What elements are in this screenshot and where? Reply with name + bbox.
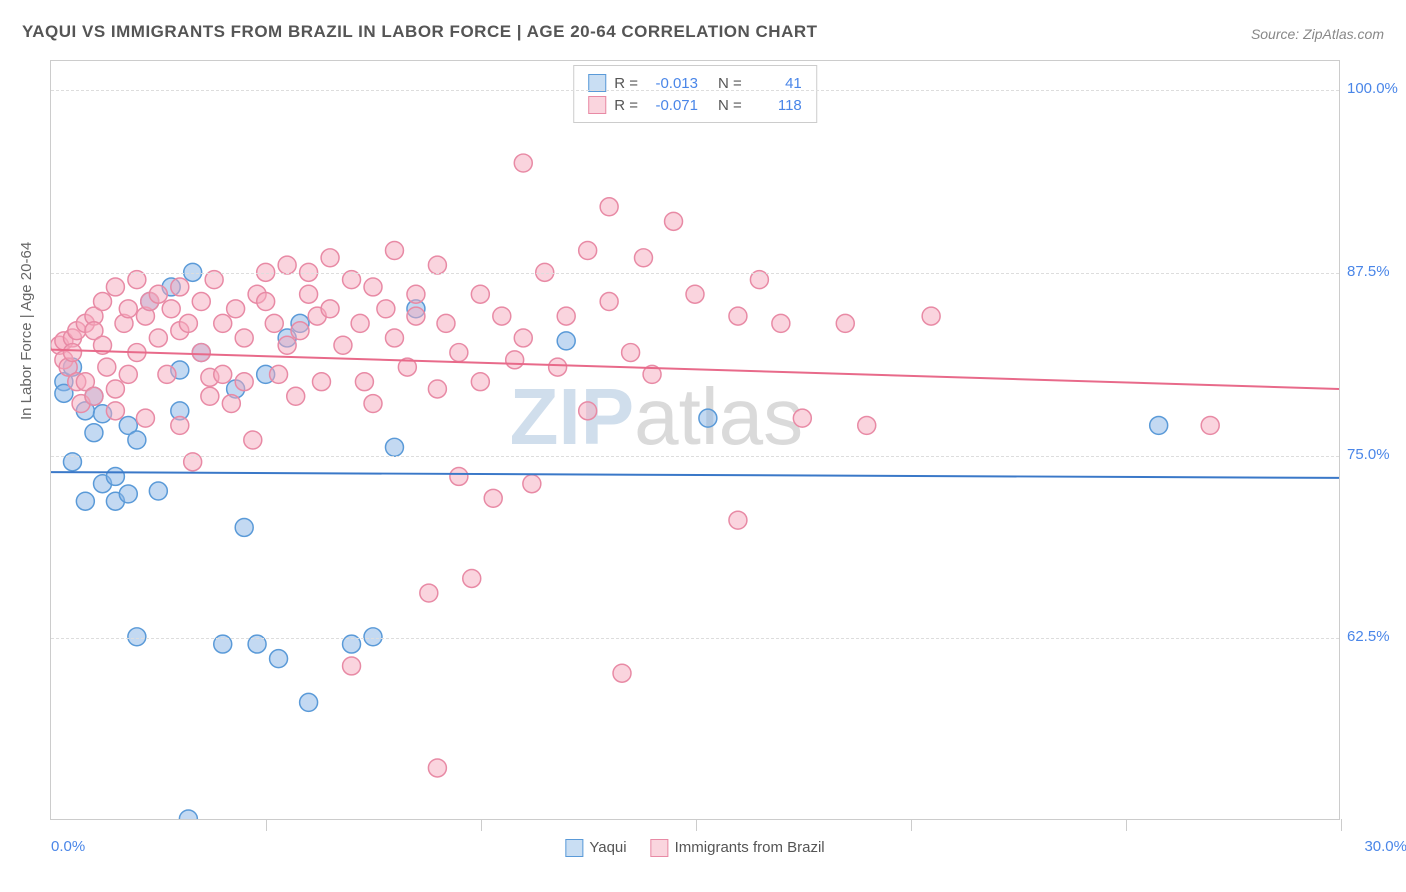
yaqui-r-value: -0.013 [648, 75, 698, 92]
y-tick-label: 100.0% [1347, 80, 1406, 97]
brazil-swatch-icon [651, 839, 669, 857]
y-axis-label: In Labor Force | Age 20-64 [18, 242, 35, 420]
yaqui-swatch-icon [565, 839, 583, 857]
gridline [51, 456, 1339, 457]
x-tick [1126, 819, 1127, 831]
y-tick-label: 87.5% [1347, 263, 1406, 280]
x-tick [481, 819, 482, 831]
brazil-r-value: -0.071 [648, 97, 698, 114]
y-tick-label: 75.0% [1347, 446, 1406, 463]
legend-item-yaqui: Yaqui [565, 839, 626, 857]
gridline [51, 638, 1339, 639]
x-axis-min-label: 0.0% [51, 838, 85, 855]
brazil-swatch [588, 96, 606, 114]
x-tick [911, 819, 912, 831]
brazil-n-value: 118 [752, 97, 802, 114]
yaqui-n-value: 41 [752, 75, 802, 92]
x-axis-max-label: 30.0% [1364, 838, 1406, 855]
n-label: N = [718, 75, 742, 92]
series-legend: Yaqui Immigrants from Brazil [565, 839, 824, 857]
r-label: R = [614, 75, 638, 92]
gridline [51, 90, 1339, 91]
x-tick [266, 819, 267, 831]
chart-title: YAQUI VS IMMIGRANTS FROM BRAZIL IN LABOR… [22, 22, 818, 42]
chart-area: ZIPatlas R = -0.013 N = 41 R = -0.071 N … [50, 60, 1340, 820]
x-tick [696, 819, 697, 831]
legend-item-brazil: Immigrants from Brazil [651, 839, 825, 857]
source-attribution: Source: ZipAtlas.com [1251, 26, 1384, 42]
legend-row-brazil: R = -0.071 N = 118 [588, 94, 802, 116]
x-tick [1341, 819, 1342, 831]
correlation-legend: R = -0.013 N = 41 R = -0.071 N = 118 [573, 65, 817, 123]
gridline [51, 273, 1339, 274]
scatter-plot [51, 61, 1339, 819]
y-tick-label: 62.5% [1347, 628, 1406, 645]
r-label: R = [614, 97, 638, 114]
n-label: N = [718, 97, 742, 114]
